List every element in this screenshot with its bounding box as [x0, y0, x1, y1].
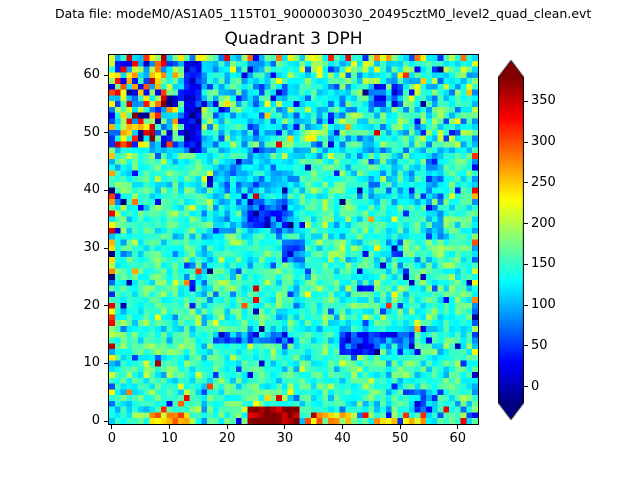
colorbar-tick-label: 250 — [531, 174, 556, 190]
colorbar-tick-label: 150 — [531, 256, 556, 272]
y-tick-label: 30 — [83, 240, 100, 256]
x-tick-label: 30 — [276, 431, 294, 446]
colorbar-tick-mark — [524, 345, 528, 347]
colorbar-tick-mark — [524, 141, 528, 143]
colorbar-tick-label: 350 — [531, 93, 556, 109]
colorbar-tick-mark — [524, 263, 528, 265]
colorbar-tick-label: 50 — [531, 337, 548, 353]
heatmap-plot — [108, 54, 479, 425]
x-tick-label: 50 — [391, 431, 409, 446]
y-tick-mark — [104, 74, 108, 76]
x-tick-mark — [342, 425, 343, 429]
y-tick-mark — [104, 189, 108, 191]
y-tick-mark — [104, 362, 108, 364]
y-tick-mark — [104, 305, 108, 307]
x-tick-mark — [169, 425, 171, 429]
x-tick-label: 40 — [334, 431, 351, 446]
x-tick-mark — [457, 425, 459, 429]
y-tick-label: 0 — [91, 413, 100, 429]
y-tick-mark — [104, 132, 108, 134]
y-tick-label: 10 — [83, 355, 100, 371]
y-tick-label: 20 — [83, 297, 100, 313]
colorbar-tick-mark — [524, 223, 528, 225]
x-tick-mark — [284, 425, 286, 429]
x-tick-mark — [111, 425, 113, 429]
y-tick-mark — [104, 420, 108, 422]
colorbar-tick-label: 100 — [531, 297, 556, 313]
colorbar-tick-mark — [524, 386, 528, 388]
colorbar-tick-label: 0 — [531, 378, 540, 394]
x-tick-label: 10 — [161, 431, 178, 446]
y-tick-label: 60 — [83, 67, 100, 83]
x-tick-label: 60 — [449, 431, 467, 446]
x-tick-label: 20 — [218, 431, 236, 446]
x-tick-mark — [399, 425, 401, 429]
y-tick-mark — [104, 247, 108, 249]
y-tick-label: 50 — [83, 124, 100, 140]
colorbar-tick-mark — [524, 100, 528, 102]
x-tick-label: 0 — [107, 431, 117, 446]
x-tick-mark — [226, 425, 228, 429]
colorbar-tick-mark — [524, 182, 528, 184]
chart-title: Quadrant 3 DPH — [224, 29, 363, 49]
colorbar-tick-mark — [524, 304, 528, 306]
colorbar — [498, 60, 524, 420]
heatmap-canvas — [109, 55, 478, 424]
colorbar-tick-label: 300 — [531, 134, 556, 150]
colorbar-tick-label: 200 — [531, 215, 556, 231]
y-tick-label: 40 — [83, 182, 100, 198]
data-file-annotation: Data file: modeM0/AS1A05_115T01_90000030… — [55, 6, 592, 21]
